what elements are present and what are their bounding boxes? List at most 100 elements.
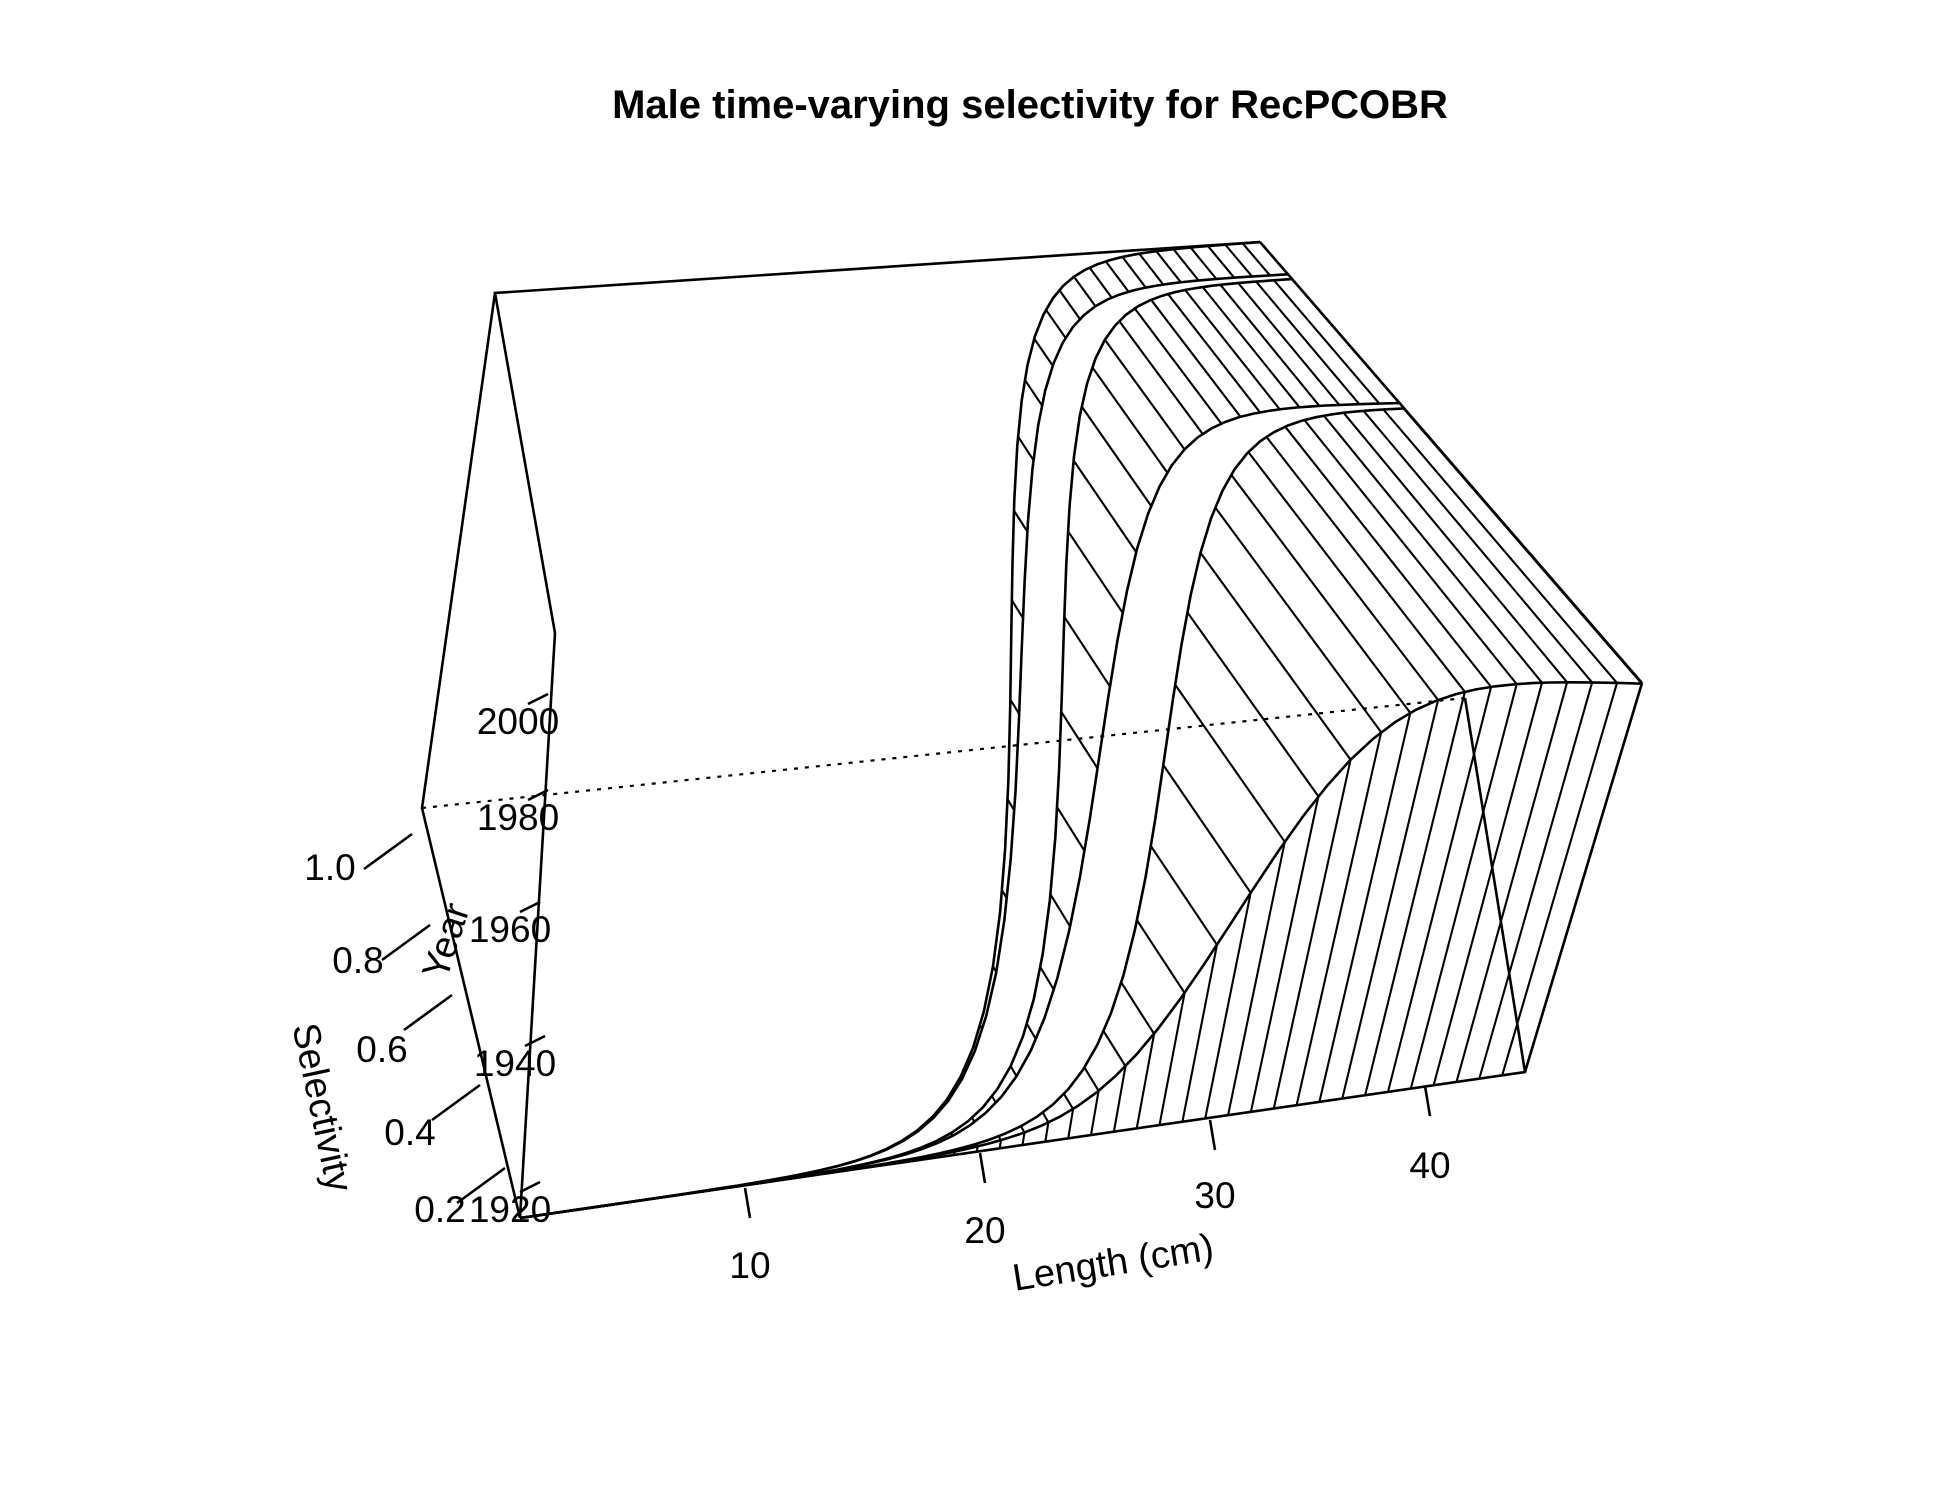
surface-strip [1138, 253, 1165, 286]
surface-strip [1186, 611, 1320, 798]
surface-strip [1237, 282, 1341, 406]
x-axis-label: Length (cm) [1010, 1227, 1217, 1300]
surface-strip [1162, 764, 1252, 894]
surface-strip [925, 1122, 928, 1125]
surface-strip [1167, 293, 1261, 413]
surface-strip [1342, 412, 1568, 683]
z-tick-mark [431, 1083, 481, 1122]
y-tick-label: 1920 [469, 1189, 551, 1230]
box-edge-front [519, 682, 1644, 1220]
surface-strip [1045, 309, 1067, 339]
surface-strip [1009, 1065, 1018, 1077]
surface-strip [1362, 410, 1593, 684]
y-tick-label: 2000 [477, 701, 559, 742]
surface-strip [979, 1025, 984, 1030]
surface-strip [1058, 289, 1081, 320]
surface-strip [1049, 893, 1071, 928]
surface-strip [928, 1143, 932, 1147]
surface-strip [1219, 284, 1321, 407]
surface-strip [1009, 698, 1021, 715]
surface-strip [971, 1117, 976, 1123]
surface-front-strip [1181, 944, 1219, 1123]
y-tick-mark [524, 1034, 546, 1048]
surface-strip [1104, 339, 1186, 451]
surface-front-strip [1112, 1066, 1127, 1132]
surface-strip [992, 965, 998, 973]
surface-strip [1063, 1093, 1074, 1110]
surface-strip [1088, 266, 1113, 299]
surface-strip [975, 1143, 979, 1147]
box-edge-hidden-back [421, 696, 1466, 810]
x-tick-label: 40 [1409, 1145, 1450, 1186]
surface-strip [1039, 966, 1055, 991]
surface-front-strip [1501, 682, 1619, 1076]
surface-strip [1121, 256, 1147, 289]
surface-strip [1056, 806, 1086, 852]
z-tick-label: 0.6 [356, 1029, 407, 1070]
surface-strip [1241, 242, 1271, 277]
surface-strip [945, 1100, 948, 1103]
surface-strip [1155, 250, 1182, 283]
surface-profile-2012 [519, 240, 1261, 1220]
surface-strip [1091, 366, 1169, 474]
surface-front-strip [1318, 712, 1412, 1103]
surface-strip [1136, 919, 1186, 994]
surface-front-strip [1364, 691, 1466, 1096]
bounding-box-front [518, 632, 1644, 1220]
surface-front-strip [1341, 699, 1440, 1099]
surface-strip [1073, 276, 1097, 307]
surface-strip [1063, 616, 1111, 687]
y-tick-mark [527, 692, 549, 706]
surface-profile-1976 [519, 407, 1404, 1220]
surface-front-strip [1295, 731, 1383, 1106]
surface-strip [1303, 419, 1518, 685]
surface-strip [1120, 982, 1155, 1035]
z-tick-mark [381, 923, 431, 962]
surface-strip [1150, 299, 1242, 418]
surface-strip [1104, 260, 1130, 293]
selectivity-surface [519, 240, 1643, 1220]
surface-front-strip [1386, 686, 1493, 1093]
x-tick-mark [978, 1152, 987, 1184]
surface-profile-2005 [519, 273, 1288, 1220]
surface-strip [1102, 1030, 1127, 1067]
y-tick-mark [527, 788, 549, 802]
surface-strip [1017, 436, 1035, 461]
surface-strip [906, 1152, 909, 1155]
y-tick-label: 1940 [474, 1043, 556, 1084]
z-axis-label: Selectivity [283, 1019, 360, 1195]
surface-strip [1323, 415, 1543, 684]
surface-strip [1001, 889, 1008, 900]
box-edge-front-left [518, 632, 557, 1219]
surface-strip [1006, 798, 1016, 812]
surface-front-strip [1272, 759, 1352, 1109]
surface-strip [1150, 845, 1218, 946]
chart-title: Male time-varying selectivity for RecPCO… [612, 83, 1448, 127]
surface-strip [997, 1135, 1002, 1141]
surface-strip [1067, 530, 1124, 614]
surface-strip [1184, 289, 1281, 410]
surface-strip [1224, 244, 1253, 278]
surface-strip [952, 1149, 956, 1153]
surface-strip [1023, 379, 1043, 406]
surface-profile-2004 [519, 277, 1292, 1220]
surface-strip [1019, 1125, 1026, 1134]
surface-strip [950, 1132, 954, 1137]
surface-front-strip [1158, 992, 1186, 1126]
surface-front-strip [1455, 682, 1569, 1083]
y-tick-label: 1960 [469, 909, 551, 950]
surface-strip [1041, 1112, 1050, 1123]
z-tick-mark [363, 832, 413, 871]
surface-strip [1199, 552, 1352, 761]
surface-strip [1291, 278, 1401, 404]
surface-strip [1189, 246, 1218, 280]
surface-strip [1382, 408, 1618, 684]
y-tick-mark [519, 900, 541, 914]
surface-strip [1214, 506, 1383, 733]
x-tick-label: 20 [964, 1210, 1005, 1251]
surface-front-strip [1409, 683, 1518, 1089]
surface-strip [1133, 307, 1223, 425]
surface-strip [991, 1095, 997, 1104]
